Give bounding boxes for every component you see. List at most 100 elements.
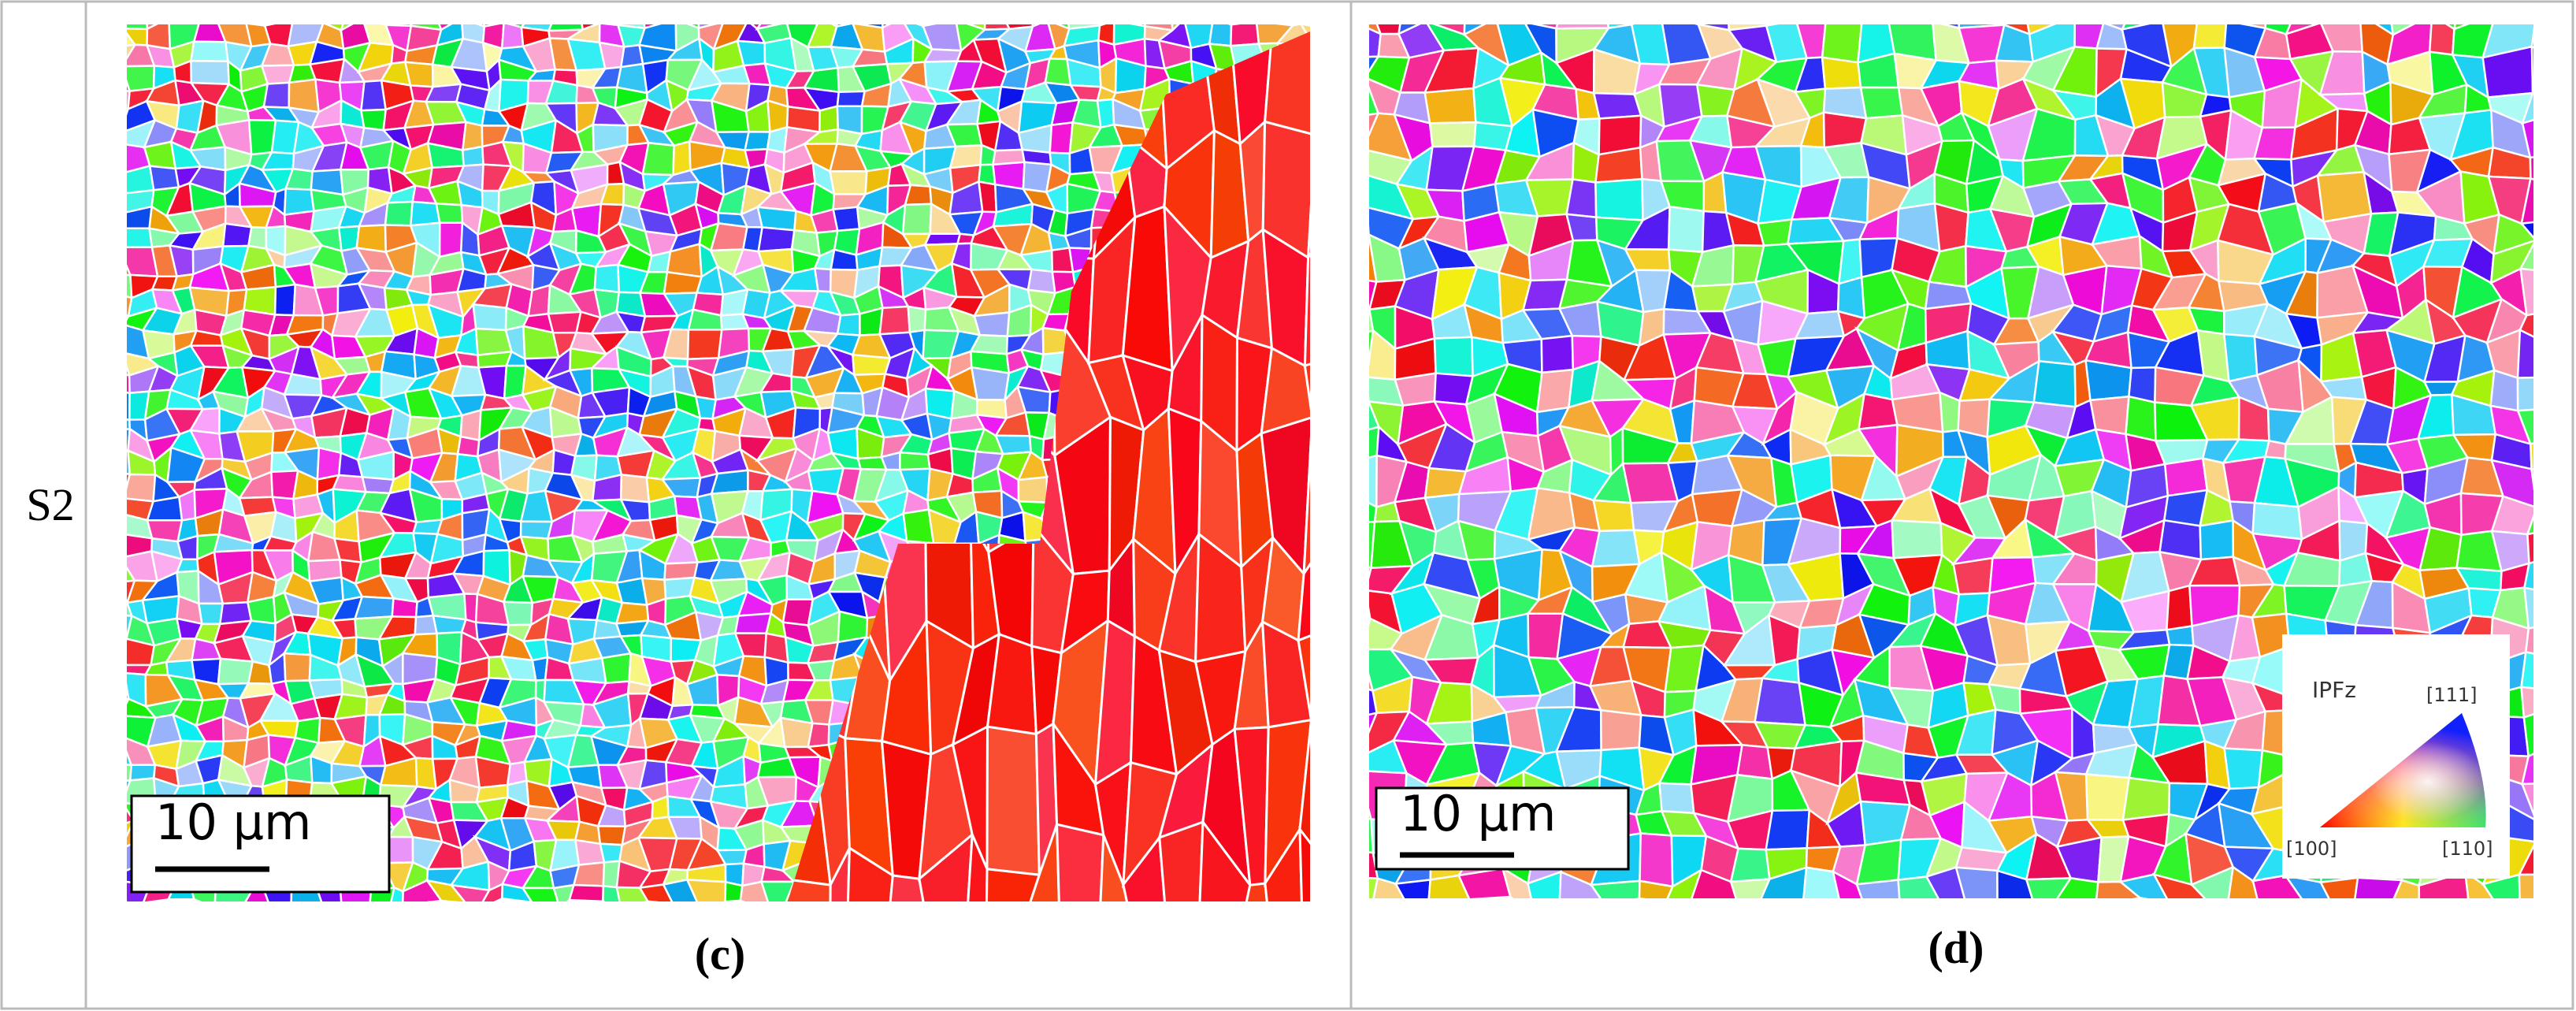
grain (292, 2, 324, 23)
grain (1208, 24, 1233, 47)
grain (1158, 820, 1204, 901)
grain (1369, 24, 1383, 36)
grain (1264, 825, 1305, 901)
grain (1300, 24, 1310, 42)
grain (456, 435, 481, 458)
grain (501, 883, 533, 901)
grain (1369, 606, 1372, 620)
grain (2354, 876, 2403, 898)
grain (1607, 24, 1633, 30)
grain (2490, 459, 2533, 508)
grain (2520, 651, 2533, 689)
grain (1694, 24, 1700, 26)
grain (1298, 716, 1310, 879)
grain (1298, 825, 1310, 901)
grain (1343, 175, 1367, 207)
grain (1372, 877, 1405, 898)
grain (1369, 454, 1378, 509)
grain (2318, 876, 2359, 898)
grain (1305, 794, 1310, 815)
grain (1369, 394, 1370, 403)
grain (1312, 166, 1334, 191)
grain (994, 434, 1032, 455)
grain (853, 24, 884, 29)
grain (818, 105, 840, 134)
grain (127, 79, 132, 92)
grain (2516, 408, 2533, 445)
grain (127, 900, 128, 901)
grain (1315, 555, 1326, 577)
grain (2489, 369, 2519, 412)
grain (425, 879, 466, 901)
grain (2151, 872, 2207, 898)
grain (1312, 273, 1338, 295)
grain (105, 490, 124, 515)
grain (127, 171, 128, 174)
grain (461, 145, 484, 167)
grain (1729, 878, 1772, 898)
grain (744, 0, 800, 20)
grain (918, 831, 974, 901)
grain (1297, 624, 1310, 759)
grain (197, 602, 225, 626)
grain (127, 682, 130, 701)
grain (2530, 27, 2533, 49)
grain (878, 305, 911, 336)
grain (596, 825, 627, 846)
grain (2283, 874, 2330, 898)
grain (1307, 130, 1310, 258)
grain (733, 612, 773, 635)
grain (102, 533, 123, 558)
grain (965, 834, 989, 901)
grain (2428, 24, 2455, 56)
grain (1369, 520, 1376, 570)
grain (1369, 224, 1370, 236)
grain (1260, 346, 1310, 436)
grain (459, 408, 482, 442)
grain (788, 877, 832, 901)
grain (98, 844, 124, 872)
panel-caption: (d) (1928, 922, 1984, 973)
grain (1312, 816, 1331, 847)
grain (836, 313, 861, 336)
grain (95, 866, 124, 887)
grain (1891, 519, 1943, 559)
grain (1394, 879, 1432, 898)
grain (1554, 24, 1610, 30)
grain (899, 451, 931, 471)
grain (1314, 532, 1326, 559)
grain (1592, 91, 1642, 120)
grain (1369, 329, 1375, 368)
grain (1122, 834, 1170, 901)
grain (1433, 336, 1474, 377)
grain (1760, 866, 1808, 898)
grain (2524, 626, 2533, 655)
grain (1394, 372, 1437, 407)
grain (2084, 359, 2132, 402)
grain (616, 24, 646, 30)
grain (2530, 44, 2533, 95)
grain (273, 283, 297, 317)
grain (1821, 56, 1862, 90)
grain (1313, 312, 1337, 332)
grain (1313, 143, 1334, 172)
grain (127, 90, 131, 111)
grain (1861, 0, 1888, 23)
grain (1096, 98, 1115, 129)
grain (2155, 0, 2198, 20)
grain (2166, 584, 2193, 631)
grain (1313, 122, 1331, 148)
grain (2032, 359, 2077, 408)
legend-title: IPFz (2312, 677, 2356, 703)
grain (2165, 625, 2195, 647)
grain (2192, 24, 2228, 50)
grain (127, 205, 154, 230)
grain (127, 28, 149, 46)
grain (100, 656, 124, 676)
grain (983, 24, 1011, 31)
grain (2189, 865, 2235, 898)
grain (547, 24, 585, 32)
grain (1369, 877, 1379, 898)
grain (970, 366, 1011, 401)
grain (127, 363, 131, 377)
